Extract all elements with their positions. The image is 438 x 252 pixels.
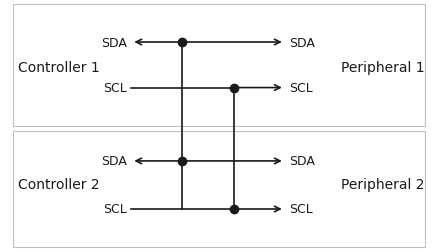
Text: SCL: SCL (289, 203, 313, 216)
Text: SDA: SDA (289, 36, 315, 49)
Text: SDA: SDA (101, 36, 127, 49)
Text: Controller 1: Controller 1 (18, 61, 99, 75)
Text: Peripheral 2: Peripheral 2 (341, 177, 425, 191)
FancyBboxPatch shape (13, 131, 425, 247)
Text: SCL: SCL (289, 82, 313, 95)
Text: Peripheral 1: Peripheral 1 (341, 61, 425, 75)
Text: SDA: SDA (101, 155, 127, 168)
Text: Controller 2: Controller 2 (18, 177, 99, 191)
Text: SCL: SCL (103, 82, 127, 95)
FancyBboxPatch shape (13, 5, 425, 126)
Text: SCL: SCL (103, 203, 127, 216)
Text: SDA: SDA (289, 155, 315, 168)
